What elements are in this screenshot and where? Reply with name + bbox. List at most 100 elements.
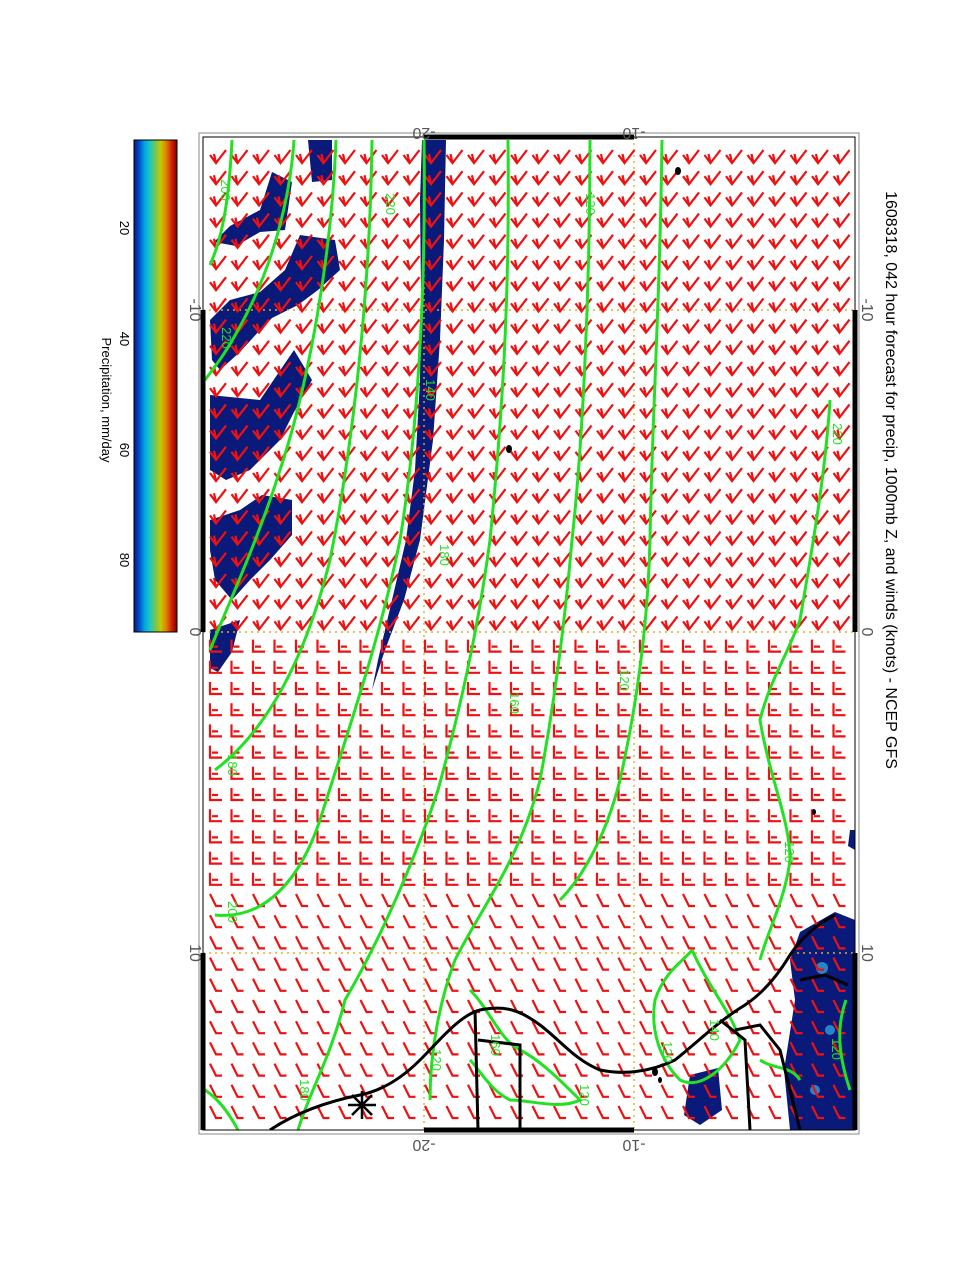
- wind-barb: [531, 745, 545, 759]
- wind-barb: [316, 660, 330, 674]
- wind-barb: [230, 660, 244, 674]
- wind-barb: [316, 403, 335, 420]
- wind-barb: [424, 149, 442, 165]
- wind-barb: [359, 424, 378, 441]
- wind-barb: [768, 1105, 781, 1120]
- wind-barb: [209, 935, 222, 950]
- wind-barb: [596, 212, 614, 229]
- wind-barb: [209, 424, 227, 441]
- wind-barb: [725, 935, 738, 950]
- wind-barb: [638, 682, 652, 696]
- wind-barb: [316, 446, 335, 462]
- wind-barb: [768, 552, 786, 568]
- wind-barb: [832, 191, 851, 208]
- wind-barb: [230, 170, 249, 187]
- wind-barb: [703, 788, 717, 802]
- wind-barb: [682, 488, 700, 505]
- wind-barb: [746, 191, 765, 208]
- wind-barb: [510, 212, 528, 229]
- wind-barb: [553, 340, 571, 356]
- wind-barb: [380, 830, 394, 844]
- wind-barb: [574, 957, 588, 971]
- wind-barb: [811, 978, 824, 992]
- wind-barb: [596, 1020, 609, 1035]
- wind-barb: [359, 745, 373, 759]
- wind-barb: [574, 809, 588, 823]
- wind-barb: [552, 809, 566, 823]
- colorbar-label: Precipitation, mm/day: [99, 338, 114, 463]
- wind-barb: [639, 297, 657, 314]
- wind-barb: [230, 212, 249, 229]
- wind-barb: [381, 957, 394, 971]
- wind-barb: [617, 467, 636, 483]
- wind-barb: [725, 382, 743, 399]
- wind-barb: [810, 745, 824, 759]
- wind-barb: [574, 978, 588, 992]
- wind-barb: [724, 745, 738, 759]
- wind-barb: [768, 488, 786, 505]
- wind-barb: [230, 509, 249, 526]
- wind-barb: [789, 276, 808, 293]
- wind-barb: [617, 724, 631, 738]
- wind-barb: [725, 552, 743, 568]
- wind-barb: [553, 509, 571, 526]
- wind-barb: [381, 212, 399, 229]
- wind-barb: [445, 361, 464, 377]
- wind-barb: [531, 830, 545, 844]
- wind-barb: [423, 788, 437, 802]
- wind-barb: [832, 530, 851, 547]
- wind-barb: [208, 724, 222, 738]
- wind-barb: [639, 276, 657, 293]
- wind-barb: [682, 318, 700, 335]
- wind-barb: [294, 872, 308, 886]
- wind-barb: [682, 615, 700, 632]
- wind-barb: [703, 467, 722, 483]
- wind-barb: [445, 318, 464, 335]
- wind-barb: [230, 615, 249, 632]
- wind-barb: [660, 446, 679, 462]
- wind-barb: [703, 191, 722, 208]
- contour-line: [204, 1088, 240, 1130]
- wind-barb: [682, 340, 700, 356]
- contour-label: 180: [437, 544, 452, 566]
- wind-barb: [252, 191, 270, 208]
- wind-barb: [725, 255, 743, 271]
- wind-barb: [767, 724, 781, 738]
- wind-barb: [617, 276, 636, 293]
- wind-barb: [445, 1020, 459, 1035]
- wind-barb: [660, 234, 679, 250]
- contour-line: [758, 399, 832, 961]
- wind-barb: [273, 509, 292, 526]
- wind-barb: [811, 170, 829, 187]
- wind-barb: [467, 234, 485, 250]
- wind-barb: [316, 914, 330, 929]
- wind-barb: [810, 724, 824, 738]
- wind-barb: [338, 318, 356, 335]
- wind-barb: [660, 809, 674, 823]
- wind-barb: [682, 149, 700, 165]
- wind-barb: [789, 724, 803, 738]
- wind-barb: [832, 573, 851, 589]
- wind-barb: [574, 788, 588, 802]
- wind-barb: [553, 255, 571, 271]
- wind-barb: [295, 957, 308, 971]
- wind-barb: [789, 382, 808, 399]
- wind-barb: [402, 914, 416, 929]
- wind-barb: [595, 724, 609, 738]
- contour-line: [214, 139, 374, 772]
- wind-barb: [660, 212, 679, 229]
- wind-barb: [682, 957, 695, 971]
- wind-barb: [208, 682, 222, 696]
- border: [734, 1023, 802, 1130]
- wind-barb: [209, 318, 227, 335]
- wind-barb: [337, 851, 351, 865]
- wind-barb: [531, 615, 550, 632]
- wind-barb: [402, 573, 421, 589]
- wind-barb: [767, 809, 781, 823]
- wind-barb: [531, 191, 550, 208]
- wind-barb: [295, 446, 313, 462]
- wind-barb: [230, 1041, 244, 1056]
- wind-barb: [359, 488, 378, 505]
- wind-barb: [768, 935, 781, 950]
- wind-barb: [811, 191, 829, 208]
